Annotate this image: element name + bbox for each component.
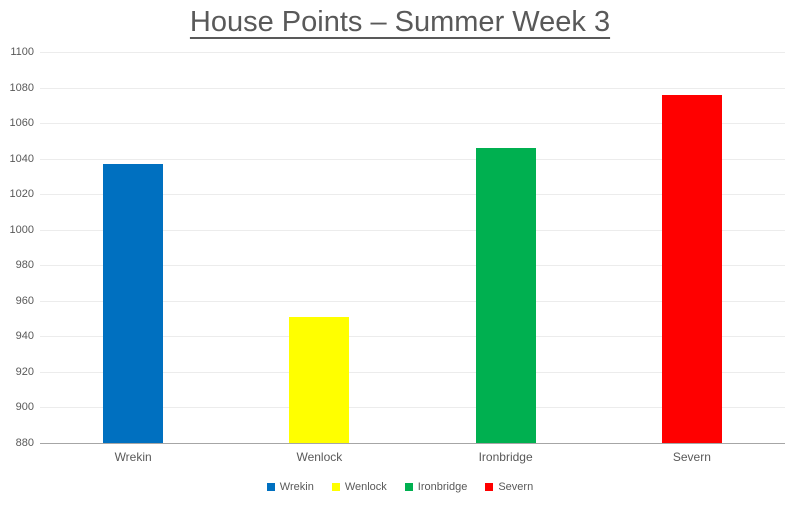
y-tick-label: 1040 — [9, 152, 34, 165]
legend-item-ironbridge: Ironbridge — [404, 481, 468, 493]
y-tick-label: 960 — [15, 294, 34, 307]
y-tick-label: 880 — [15, 437, 34, 449]
x-tick-label: Wrekin — [114, 450, 152, 464]
gridline — [40, 123, 785, 125]
gridline — [40, 229, 785, 231]
y-tick-label: 1100 — [10, 46, 34, 58]
gridline — [40, 300, 785, 302]
y-tick-label: 1020 — [9, 188, 34, 201]
legend-label: Severn — [498, 481, 534, 493]
gridline — [40, 265, 785, 267]
legend-swatch-icon — [266, 483, 275, 491]
legend: Wrekin Wenlock Ironbridge Severn — [0, 481, 800, 493]
plot-area — [40, 52, 785, 444]
y-tick-label: 980 — [15, 259, 34, 272]
y-tick-label: 1060 — [9, 117, 34, 130]
legend-swatch-icon — [404, 483, 413, 491]
gridline — [40, 336, 785, 338]
chart-title: House Points – Summer Week 3 — [189, 6, 611, 38]
y-tick-label: 940 — [15, 330, 34, 343]
x-tick-label: Severn — [672, 450, 711, 464]
x-tick-label: Ironbridge — [478, 450, 533, 464]
gridline — [40, 87, 785, 89]
gridline — [40, 407, 785, 409]
gridline — [40, 371, 785, 373]
gridline — [40, 194, 785, 196]
x-tick-label: Wenlock — [296, 450, 343, 464]
legend-swatch-icon — [485, 483, 494, 491]
bar-ironbridge — [475, 147, 536, 443]
legend-label: Ironbridge — [417, 481, 468, 493]
gridline — [40, 158, 785, 160]
bar-wrekin — [103, 163, 164, 443]
gridline — [40, 52, 785, 53]
legend-item-wrekin: Wrekin — [266, 481, 314, 493]
bar-wenlock — [289, 316, 350, 443]
bar-severn — [661, 94, 722, 443]
legend-label: Wenlock — [344, 481, 387, 493]
y-tick-label: 900 — [15, 401, 34, 414]
legend-item-severn: Severn — [485, 481, 533, 493]
legend-item-wenlock: Wenlock — [331, 481, 387, 493]
y-tick-label: 1080 — [9, 81, 34, 94]
legend-swatch-icon — [331, 483, 340, 491]
y-tick-label: 920 — [15, 365, 34, 378]
legend-label: Wrekin — [279, 481, 314, 493]
y-tick-label: 1000 — [9, 223, 34, 236]
